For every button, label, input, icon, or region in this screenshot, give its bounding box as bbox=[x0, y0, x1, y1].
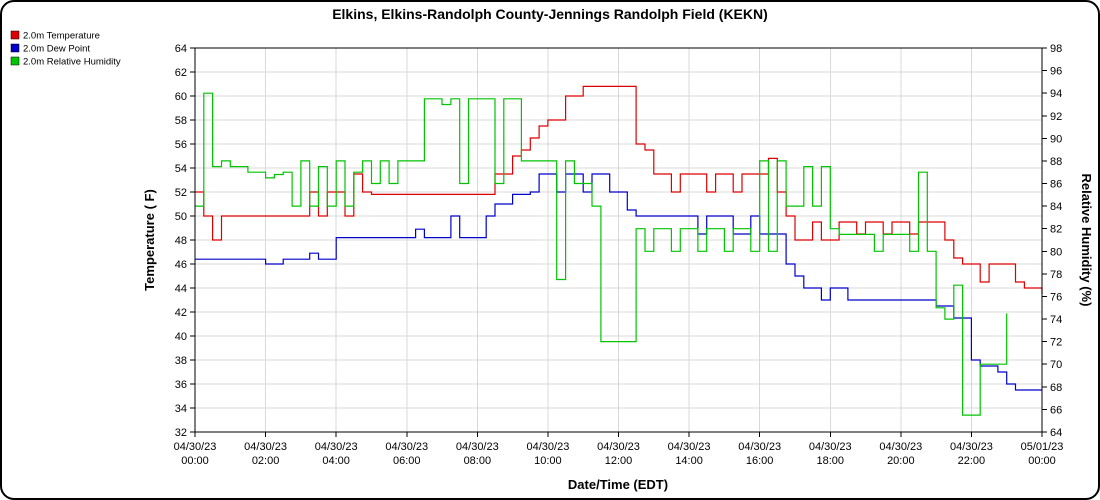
right-axis-label: Relative Humidity (%) bbox=[1079, 174, 1094, 307]
left-tick-label: 48 bbox=[175, 235, 187, 247]
x-tick-date: 05/01/23 bbox=[1021, 441, 1064, 453]
x-tick-time: 04:00 bbox=[322, 455, 350, 467]
x-tick-time: 06:00 bbox=[393, 455, 421, 467]
left-tick-label: 60 bbox=[175, 91, 187, 103]
x-tick-date: 04/30/23 bbox=[456, 441, 499, 453]
right-tick-label: 94 bbox=[1050, 88, 1062, 100]
x-tick-date: 04/30/23 bbox=[597, 441, 640, 453]
x-tick-time: 00:00 bbox=[181, 455, 209, 467]
right-tick-label: 66 bbox=[1050, 404, 1062, 416]
left-tick-label: 54 bbox=[175, 163, 187, 175]
left-tick-label: 52 bbox=[175, 187, 187, 199]
series-2-0m-relative-humidity bbox=[195, 92, 1008, 416]
right-tick-label: 70 bbox=[1050, 359, 1062, 371]
x-tick-date: 04/30/23 bbox=[879, 441, 922, 453]
right-tick-label: 98 bbox=[1050, 43, 1062, 55]
left-tick-label: 34 bbox=[175, 403, 187, 415]
right-tick-label: 74 bbox=[1050, 314, 1062, 326]
x-tick-date: 04/30/23 bbox=[738, 441, 781, 453]
right-tick-label: 92 bbox=[1050, 111, 1062, 123]
right-tick-label: 84 bbox=[1050, 201, 1062, 213]
chart-title: Elkins, Elkins-Randolph County-Jennings … bbox=[332, 6, 768, 22]
left-tick-label: 42 bbox=[175, 307, 187, 319]
right-tick-label: 68 bbox=[1050, 382, 1062, 394]
right-tick-label: 96 bbox=[1050, 66, 1062, 78]
left-tick-label: 38 bbox=[175, 355, 187, 367]
x-tick-time: 00:00 bbox=[1028, 455, 1056, 467]
x-tick-date: 04/30/23 bbox=[527, 441, 570, 453]
right-tick-label: 88 bbox=[1050, 156, 1062, 168]
left-tick-label: 46 bbox=[175, 259, 187, 271]
right-tick-label: 82 bbox=[1050, 224, 1062, 236]
x-axis-label: Date/Time (EDT) bbox=[568, 477, 668, 492]
left-tick-label: 40 bbox=[175, 331, 187, 343]
left-tick-label: 58 bbox=[175, 115, 187, 127]
right-tick-label: 76 bbox=[1050, 291, 1062, 303]
x-tick-date: 04/30/23 bbox=[315, 441, 358, 453]
x-tick-time: 10:00 bbox=[534, 455, 562, 467]
legend-swatch-2-0m-temperature bbox=[10, 30, 20, 40]
right-tick-label: 78 bbox=[1050, 269, 1062, 281]
x-tick-date: 04/30/23 bbox=[668, 441, 711, 453]
legend-label: 2.0m Temperature bbox=[23, 31, 100, 42]
right-tick-label: 86 bbox=[1050, 179, 1062, 191]
legend-label: 2.0m Relative Humidity bbox=[23, 57, 121, 68]
x-tick-date: 04/30/23 bbox=[809, 441, 852, 453]
left-axis-label: Temperature ( F) bbox=[142, 189, 157, 291]
legend-swatch-2-0m-dew-point bbox=[10, 43, 20, 53]
x-tick-time: 14:00 bbox=[675, 455, 703, 467]
left-tick-label: 50 bbox=[175, 211, 187, 223]
left-tick-label: 44 bbox=[175, 283, 187, 295]
left-tick-label: 36 bbox=[175, 379, 187, 391]
right-tick-label: 90 bbox=[1050, 133, 1062, 145]
left-tick-label: 32 bbox=[175, 427, 187, 439]
x-tick-time: 08:00 bbox=[464, 455, 492, 467]
right-tick-label: 72 bbox=[1050, 337, 1062, 349]
x-tick-date: 04/30/23 bbox=[950, 441, 993, 453]
x-tick-date: 04/30/23 bbox=[244, 441, 287, 453]
x-tick-time: 22:00 bbox=[958, 455, 986, 467]
x-tick-date: 04/30/23 bbox=[174, 441, 217, 453]
x-tick-time: 18:00 bbox=[816, 455, 844, 467]
left-tick-label: 56 bbox=[175, 139, 187, 151]
x-tick-date: 04/30/23 bbox=[385, 441, 428, 453]
x-tick-time: 02:00 bbox=[252, 455, 280, 467]
left-tick-label: 62 bbox=[175, 67, 187, 79]
right-tick-label: 64 bbox=[1050, 427, 1062, 439]
x-tick-time: 20:00 bbox=[887, 455, 915, 467]
left-tick-label: 64 bbox=[175, 43, 187, 55]
legend-swatch-2-0m-relative-humidity bbox=[10, 56, 20, 66]
series-2-0m-dew-point bbox=[195, 173, 1042, 391]
x-tick-time: 16:00 bbox=[746, 455, 774, 467]
legend-label: 2.0m Dew Point bbox=[23, 44, 90, 55]
right-tick-label: 80 bbox=[1050, 246, 1062, 258]
x-tick-time: 12:00 bbox=[605, 455, 633, 467]
